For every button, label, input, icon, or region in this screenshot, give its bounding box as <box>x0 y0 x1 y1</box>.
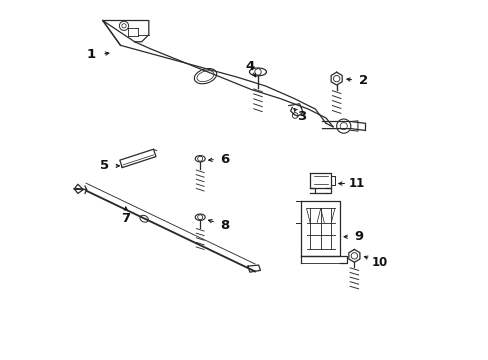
Text: 8: 8 <box>220 219 229 232</box>
Text: 5: 5 <box>100 159 109 172</box>
Text: 4: 4 <box>244 60 254 73</box>
Text: 7: 7 <box>121 212 130 225</box>
Text: 6: 6 <box>220 153 229 166</box>
Text: 3: 3 <box>296 111 305 123</box>
Text: 2: 2 <box>358 73 367 86</box>
Text: 11: 11 <box>348 177 365 190</box>
Text: 1: 1 <box>87 48 96 61</box>
Text: 10: 10 <box>371 256 387 269</box>
Text: 9: 9 <box>353 230 363 243</box>
